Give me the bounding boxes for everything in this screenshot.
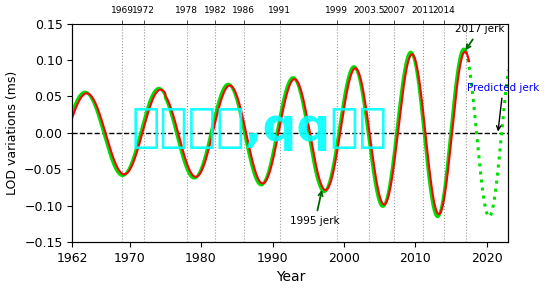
Text: 仿心签名,qq名字: 仿心签名,qq名字 [132, 106, 388, 151]
Text: Predicted jerk: Predicted jerk [467, 83, 539, 130]
Text: 1995 jerk: 1995 jerk [290, 192, 340, 226]
Text: 2017 jerk: 2017 jerk [455, 24, 505, 49]
Y-axis label: LOD variations (ms): LOD variations (ms) [5, 71, 19, 195]
X-axis label: Year: Year [276, 271, 305, 284]
